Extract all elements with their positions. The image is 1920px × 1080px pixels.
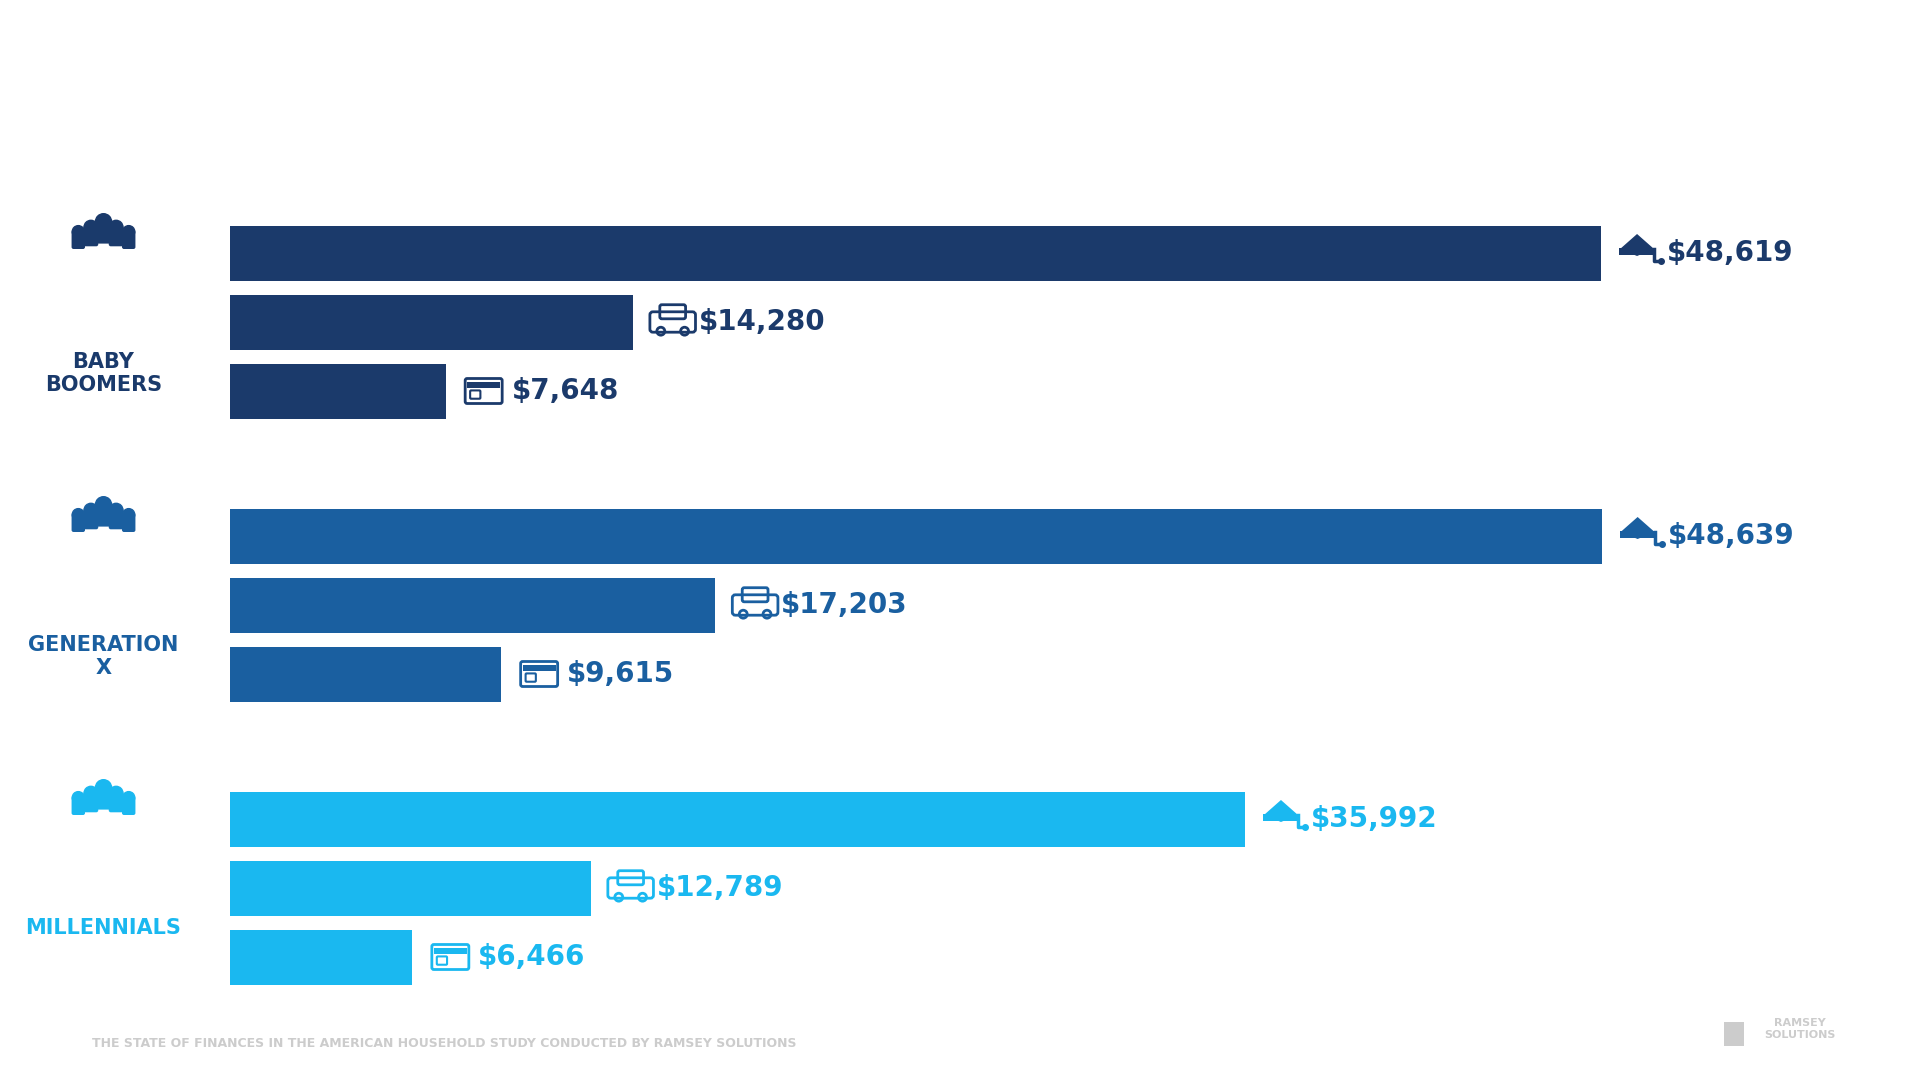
Polygon shape xyxy=(1263,800,1298,822)
Text: $17,203: $17,203 xyxy=(781,591,908,619)
FancyBboxPatch shape xyxy=(1724,1022,1743,1047)
Bar xyxy=(230,295,634,350)
Circle shape xyxy=(84,503,98,517)
Bar xyxy=(230,364,445,418)
Text: RAMSEY
SOLUTIONS: RAMSEY SOLUTIONS xyxy=(1764,1018,1836,1040)
Bar xyxy=(434,948,467,954)
FancyBboxPatch shape xyxy=(84,792,98,812)
Bar xyxy=(230,578,714,633)
FancyBboxPatch shape xyxy=(1620,530,1655,538)
FancyBboxPatch shape xyxy=(71,230,84,249)
Circle shape xyxy=(73,226,84,238)
FancyBboxPatch shape xyxy=(123,230,136,249)
Text: $6,466: $6,466 xyxy=(478,943,586,971)
FancyBboxPatch shape xyxy=(109,792,123,812)
Circle shape xyxy=(123,509,134,521)
FancyBboxPatch shape xyxy=(123,796,136,815)
Circle shape xyxy=(96,780,111,796)
Bar xyxy=(230,792,1244,847)
Text: $9,615: $9,615 xyxy=(566,660,674,688)
Text: THE STATE OF FINANCES IN THE AMERICAN HOUSEHOLD STUDY CONDUCTED BY RAMSEY SOLUTI: THE STATE OF FINANCES IN THE AMERICAN HO… xyxy=(92,1037,797,1050)
Circle shape xyxy=(84,220,98,234)
FancyBboxPatch shape xyxy=(84,509,98,529)
Circle shape xyxy=(96,497,111,513)
Text: R: R xyxy=(1730,1029,1738,1039)
Bar xyxy=(230,647,501,702)
Text: $48,619: $48,619 xyxy=(1667,239,1793,267)
FancyBboxPatch shape xyxy=(84,226,98,246)
Circle shape xyxy=(73,792,84,804)
Circle shape xyxy=(123,226,134,238)
FancyBboxPatch shape xyxy=(71,513,84,532)
Bar xyxy=(230,226,1601,281)
Bar xyxy=(230,930,413,985)
Circle shape xyxy=(109,503,123,517)
FancyBboxPatch shape xyxy=(123,513,136,532)
Polygon shape xyxy=(1620,234,1653,256)
FancyBboxPatch shape xyxy=(96,786,111,810)
Circle shape xyxy=(84,786,98,800)
Circle shape xyxy=(73,509,84,521)
Text: $7,648: $7,648 xyxy=(511,377,618,405)
Bar xyxy=(230,861,591,916)
Polygon shape xyxy=(1620,517,1655,539)
Bar xyxy=(467,382,501,388)
Text: MILLENNIALS: MILLENNIALS xyxy=(25,918,180,939)
Text: $35,992: $35,992 xyxy=(1311,805,1438,833)
Text: BABY
BOOMERS: BABY BOOMERS xyxy=(44,352,161,395)
Text: $12,789: $12,789 xyxy=(657,874,783,902)
FancyBboxPatch shape xyxy=(96,503,111,527)
FancyBboxPatch shape xyxy=(1619,247,1655,255)
FancyBboxPatch shape xyxy=(1263,813,1300,821)
Circle shape xyxy=(96,214,111,230)
Bar xyxy=(522,665,555,671)
Circle shape xyxy=(109,220,123,234)
Circle shape xyxy=(123,792,134,804)
FancyBboxPatch shape xyxy=(109,509,123,529)
FancyBboxPatch shape xyxy=(96,220,111,244)
FancyBboxPatch shape xyxy=(71,796,84,815)
Bar xyxy=(230,509,1601,564)
Text: GENERATION
X: GENERATION X xyxy=(29,635,179,678)
Text: $48,639: $48,639 xyxy=(1668,522,1795,550)
Circle shape xyxy=(109,786,123,800)
FancyBboxPatch shape xyxy=(109,226,123,246)
Text: $14,280: $14,280 xyxy=(699,308,826,336)
